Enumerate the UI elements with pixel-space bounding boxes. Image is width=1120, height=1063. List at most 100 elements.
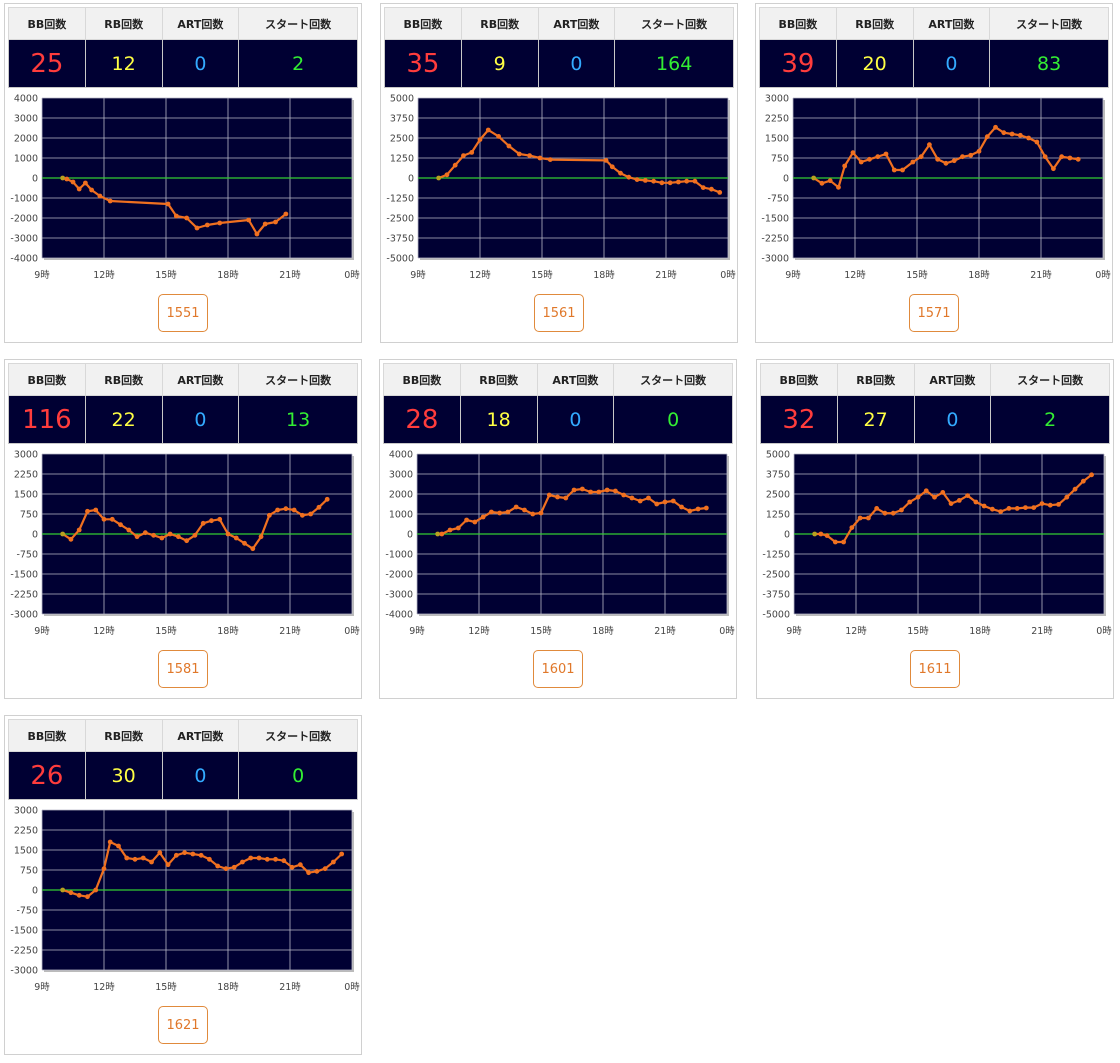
machine-number-button[interactable]: 1571 — [909, 294, 959, 332]
data-point — [874, 506, 880, 511]
bb-count: 25 — [8, 39, 86, 88]
start-count: 83 — [989, 39, 1109, 88]
bb-header: BB回数 — [759, 7, 837, 40]
machine-number-button[interactable]: 1581 — [158, 650, 208, 688]
data-point — [538, 510, 544, 516]
art-header: ART回数 — [161, 7, 240, 40]
data-point — [283, 211, 289, 217]
start-header: スタート回数 — [614, 7, 734, 40]
y-tick-label: -2000 — [385, 570, 413, 581]
data-point — [1023, 505, 1028, 510]
series-line — [438, 128, 721, 194]
data-point — [849, 525, 855, 530]
data-point — [927, 142, 932, 148]
x-tick-label: 9時 — [34, 982, 50, 993]
start-count: 13 — [238, 395, 358, 444]
data-point — [990, 506, 995, 512]
data-point — [116, 843, 121, 849]
data-point — [932, 494, 937, 500]
stats-table: BB回数 RB回数 ART回数 スタート回数 32 27 0 2 — [760, 363, 1110, 444]
data-point — [477, 137, 483, 142]
y-tick-label: -1500 — [10, 570, 38, 581]
art-header: ART回数 — [537, 7, 616, 40]
data-point — [97, 193, 103, 199]
y-tick-label: -750 — [16, 550, 38, 561]
x-tick-label: 21時 — [1031, 626, 1053, 637]
y-tick-label: -3750 — [762, 590, 790, 601]
data-point — [506, 143, 512, 149]
data-point — [60, 887, 66, 893]
data-point — [1014, 506, 1020, 511]
bb-count: 28 — [383, 395, 461, 444]
y-tick-label: 750 — [20, 866, 38, 877]
series-line — [437, 487, 707, 536]
data-point — [667, 180, 673, 186]
data-point — [165, 862, 171, 868]
art-count: 0 — [912, 39, 991, 88]
y-tick-label: 0 — [783, 174, 789, 185]
y-tick-label: 0 — [408, 174, 414, 185]
data-point — [126, 527, 132, 533]
data-point — [571, 487, 577, 493]
x-tick-label: 15時 — [907, 626, 929, 637]
x-tick-label: 12時 — [469, 270, 491, 281]
x-tick-label: 12時 — [468, 626, 490, 637]
machine-number-button[interactable]: 1621 — [158, 1006, 208, 1044]
y-tick-label: 3000 — [14, 806, 38, 817]
data-point — [659, 180, 665, 186]
y-tick-label: 2500 — [766, 490, 790, 501]
machine-number-button[interactable]: 1561 — [534, 294, 584, 332]
data-point — [70, 179, 76, 185]
x-tick-label: 15時 — [530, 626, 552, 637]
y-tick-label: 1000 — [14, 154, 38, 165]
data-point — [1009, 131, 1015, 137]
data-point — [248, 855, 254, 861]
x-tick-label: 0時 — [344, 982, 360, 993]
y-tick-label: -1000 — [10, 194, 38, 205]
data-point — [173, 213, 179, 219]
y-tick-label: -1500 — [10, 926, 38, 937]
data-point — [547, 157, 553, 162]
data-point — [923, 488, 929, 494]
data-point — [811, 175, 817, 181]
data-point — [883, 151, 889, 157]
data-point — [200, 520, 206, 526]
data-point — [604, 487, 610, 493]
art-header: ART回数 — [161, 363, 240, 396]
data-point — [275, 507, 280, 513]
rb-count: 9 — [460, 39, 539, 88]
bb-count: 35 — [384, 39, 462, 88]
x-tick-label: 18時 — [217, 982, 239, 993]
rb-header: RB回数 — [84, 363, 163, 396]
y-tick-label: -2250 — [10, 590, 38, 601]
machine-card: BB回数 RB回数 ART回数 スタート回数 35 9 0 164 1561 5… — [380, 3, 738, 343]
art-count: 0 — [913, 395, 992, 444]
data-point — [283, 506, 289, 512]
rb-header: RB回数 — [836, 363, 915, 396]
x-tick-label: 18時 — [969, 626, 991, 637]
x-tick-label: 18時 — [968, 270, 990, 281]
y-tick-label: -3000 — [385, 590, 413, 601]
data-point — [692, 178, 698, 184]
machine-number-button[interactable]: 1551 — [158, 294, 208, 332]
data-point — [621, 492, 627, 498]
bb-header: BB回数 — [383, 363, 461, 396]
data-point — [812, 531, 818, 537]
data-point — [118, 522, 123, 528]
data-point — [910, 159, 916, 165]
data-point — [1067, 155, 1073, 161]
data-point — [993, 124, 998, 130]
start-header: スタート回数 — [238, 719, 358, 752]
data-point — [89, 187, 94, 193]
data-point — [998, 509, 1004, 514]
art-count: 0 — [536, 395, 615, 444]
x-tick-label: 0時 — [344, 626, 360, 637]
machine-number-button[interactable]: 1601 — [533, 650, 583, 688]
art-count: 0 — [161, 39, 240, 88]
machine-number-button[interactable]: 1611 — [910, 650, 960, 688]
data-point — [464, 517, 469, 523]
start-header: スタート回数 — [989, 7, 1109, 40]
y-tick-label: 3000 — [14, 450, 38, 461]
data-point — [973, 499, 979, 505]
data-point — [291, 507, 297, 513]
